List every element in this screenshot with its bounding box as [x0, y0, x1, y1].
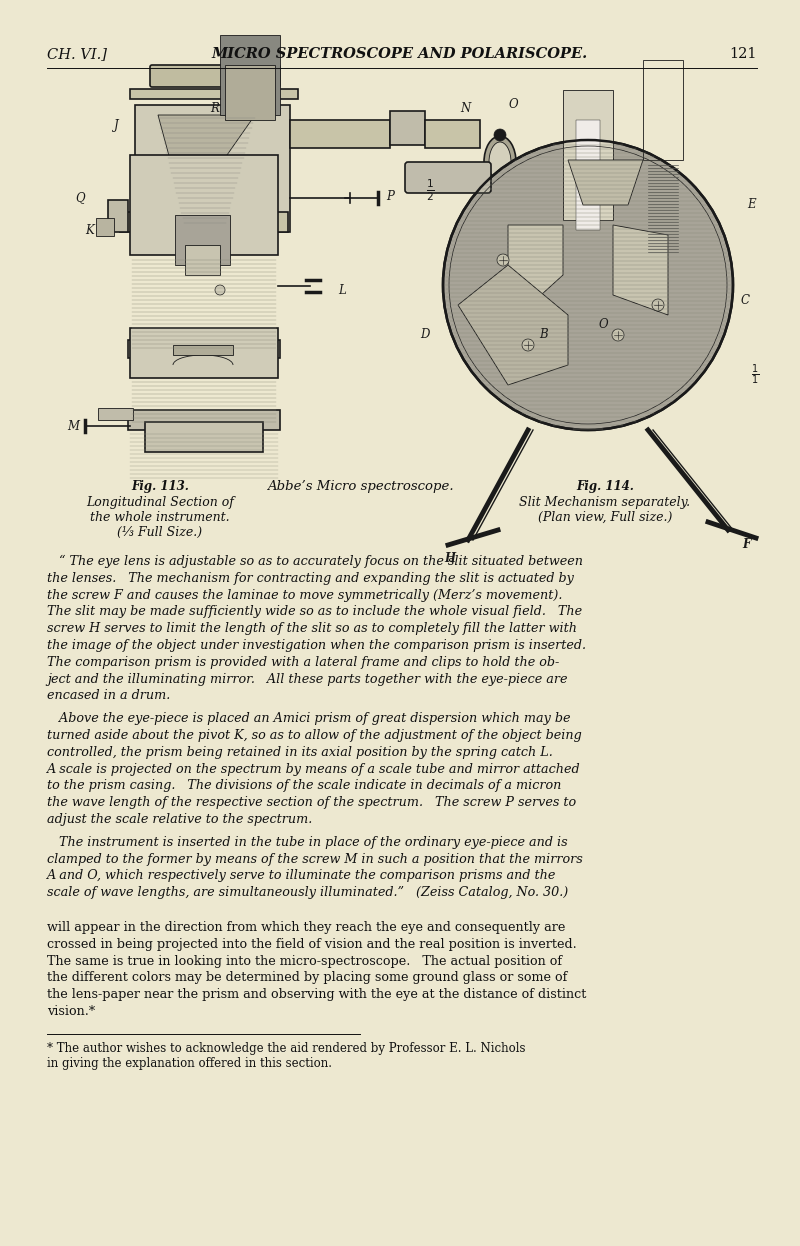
Text: Slit Mechanism separately.: Slit Mechanism separately. — [519, 496, 690, 510]
Text: crossed in being projected into the field of vision and the real position is inv: crossed in being projected into the fiel… — [47, 938, 577, 951]
Text: E: E — [746, 198, 755, 212]
Text: O: O — [508, 98, 518, 111]
Text: the whole instrument.: the whole instrument. — [90, 511, 230, 525]
Text: (⅓ Full Size.): (⅓ Full Size.) — [118, 526, 202, 540]
Text: A scale is projected on the spectrum by means of a scale tube and mirror attache: A scale is projected on the spectrum by … — [47, 763, 581, 775]
Text: (Plan view, Full size.): (Plan view, Full size.) — [538, 511, 672, 525]
Text: Abbe’s Micro spectroscope.: Abbe’s Micro spectroscope. — [266, 480, 454, 493]
Text: K: K — [86, 223, 94, 237]
Bar — [120, 212, 288, 232]
Circle shape — [215, 285, 225, 295]
Text: H: H — [445, 552, 455, 564]
Bar — [128, 340, 280, 358]
Text: N: N — [460, 101, 470, 115]
Text: clamped to the former by means of the screw M in such a position that the mirror: clamped to the former by means of the sc… — [47, 852, 582, 866]
Text: R: R — [210, 101, 219, 115]
Text: MICRO SPECTROSCOPE AND POLARISCOPE.: MICRO SPECTROSCOPE AND POLARISCOPE. — [212, 47, 588, 61]
Bar — [425, 120, 480, 148]
Text: Longitudinal Section of: Longitudinal Section of — [86, 496, 234, 510]
Text: adjust the scale relative to the spectrum.: adjust the scale relative to the spectru… — [47, 812, 312, 826]
Text: scale of wave lengths, are simultaneously illuminated.”   (Zeiss Catalog, No. 30: scale of wave lengths, are simultaneousl… — [47, 886, 568, 900]
FancyBboxPatch shape — [405, 162, 491, 193]
Text: B: B — [538, 329, 547, 341]
Bar — [98, 407, 133, 420]
Polygon shape — [158, 115, 255, 216]
Circle shape — [494, 130, 506, 141]
Text: Q: Q — [75, 192, 85, 204]
Circle shape — [522, 339, 534, 351]
Text: D: D — [420, 329, 430, 341]
Bar — [185, 245, 220, 275]
Bar — [145, 422, 263, 452]
Bar — [130, 328, 278, 378]
Text: the different colors may be determined by placing some ground glass or some of: the different colors may be determined b… — [47, 972, 567, 984]
Text: the lens-paper near the prism and observing with the eye at the distance of dist: the lens-paper near the prism and observ… — [47, 988, 586, 1002]
Text: * The author wishes to acknowledge the aid rendered by Professor E. L. Nichols: * The author wishes to acknowledge the a… — [47, 1042, 526, 1055]
Text: vision.*: vision.* — [47, 1006, 95, 1018]
Text: M: M — [67, 420, 79, 432]
Text: the image of the object under investigation when the comparison prism is inserte: the image of the object under investigat… — [47, 639, 586, 652]
Text: Above the eye-piece is placed an Amici prism of great dispersion which may be: Above the eye-piece is placed an Amici p… — [47, 713, 570, 725]
Text: A and O, which respectively serve to illuminate the comparison prisms and the: A and O, which respectively serve to ill… — [47, 870, 556, 882]
Text: P: P — [386, 191, 394, 203]
Circle shape — [612, 329, 624, 341]
Text: the screw F and causes the laminae to move symmetrically (Merz’s movement).: the screw F and causes the laminae to mo… — [47, 588, 562, 602]
Bar — [290, 120, 390, 148]
Text: CH. VI.]: CH. VI.] — [47, 47, 107, 61]
Bar — [563, 90, 613, 221]
Ellipse shape — [484, 136, 516, 188]
Text: to the prism casing.   The divisions of the scale indicate in decimals of a micr: to the prism casing. The divisions of th… — [47, 780, 562, 792]
Ellipse shape — [489, 142, 511, 182]
Text: the lenses.   The mechanism for contracting and expanding the slit is actuated b: the lenses. The mechanism for contractin… — [47, 572, 574, 584]
Text: C: C — [741, 294, 750, 307]
Polygon shape — [613, 226, 668, 315]
Text: Fig. 113.: Fig. 113. — [131, 480, 189, 493]
Bar — [108, 201, 128, 232]
Circle shape — [652, 299, 664, 312]
Text: controlled, the prism being retained in its axial position by the spring catch L: controlled, the prism being retained in … — [47, 746, 553, 759]
Text: turned aside about the pivot K, so as to allow of the adjustment of the object b: turned aside about the pivot K, so as to… — [47, 729, 582, 743]
Bar — [130, 155, 278, 255]
Circle shape — [497, 254, 509, 265]
Text: ject and the illuminating mirror.   All these parts together with the eye-piece : ject and the illuminating mirror. All th… — [47, 673, 567, 685]
Bar — [128, 410, 280, 430]
Bar — [643, 60, 683, 159]
Text: L: L — [338, 284, 346, 297]
Text: O: O — [598, 319, 608, 331]
Text: screw H serves to limit the length of the slit so as to completely fill the latt: screw H serves to limit the length of th… — [47, 622, 577, 635]
Bar — [130, 88, 298, 98]
Text: J: J — [114, 118, 118, 132]
Text: $\frac{1}{1}$: $\frac{1}{1}$ — [751, 363, 759, 388]
Bar — [390, 111, 425, 145]
Text: “ The eye lens is adjustable so as to accurately focus on the slit situated betw: “ The eye lens is adjustable so as to ac… — [59, 554, 583, 568]
Bar — [225, 65, 275, 120]
Text: 121: 121 — [730, 47, 757, 61]
Text: Fig. 114.: Fig. 114. — [576, 480, 634, 493]
FancyBboxPatch shape — [150, 65, 280, 87]
Bar — [96, 218, 114, 235]
Bar — [175, 216, 230, 265]
Bar — [576, 120, 600, 231]
Text: The same is true in looking into the micro-spectroscope.   The actual position o: The same is true in looking into the mic… — [47, 954, 562, 968]
Text: F: F — [742, 538, 750, 552]
Text: The slit may be made sufficiently wide so as to include the whole visual field. : The slit may be made sufficiently wide s… — [47, 606, 582, 618]
Text: encased in a drum.: encased in a drum. — [47, 689, 170, 703]
Text: in giving the explanation offered in this section.: in giving the explanation offered in thi… — [47, 1057, 332, 1070]
Text: will appear in the direction from which they reach the eye and consequently are: will appear in the direction from which … — [47, 921, 566, 934]
Text: The instrument is inserted in the tube in place of the ordinary eye-piece and is: The instrument is inserted in the tube i… — [47, 836, 568, 849]
Bar — [173, 345, 233, 355]
Polygon shape — [508, 226, 563, 325]
Text: The comparison prism is provided with a lateral frame and clips to hold the ob-: The comparison prism is provided with a … — [47, 655, 559, 669]
Circle shape — [443, 140, 733, 430]
Text: $\frac{1}{2}$: $\frac{1}{2}$ — [426, 177, 434, 203]
Polygon shape — [568, 159, 643, 206]
Bar — [135, 105, 290, 232]
Text: the wave length of the respective section of the spectrum.   The screw P serves : the wave length of the respective sectio… — [47, 796, 576, 809]
Bar — [220, 35, 280, 115]
Polygon shape — [458, 265, 568, 385]
